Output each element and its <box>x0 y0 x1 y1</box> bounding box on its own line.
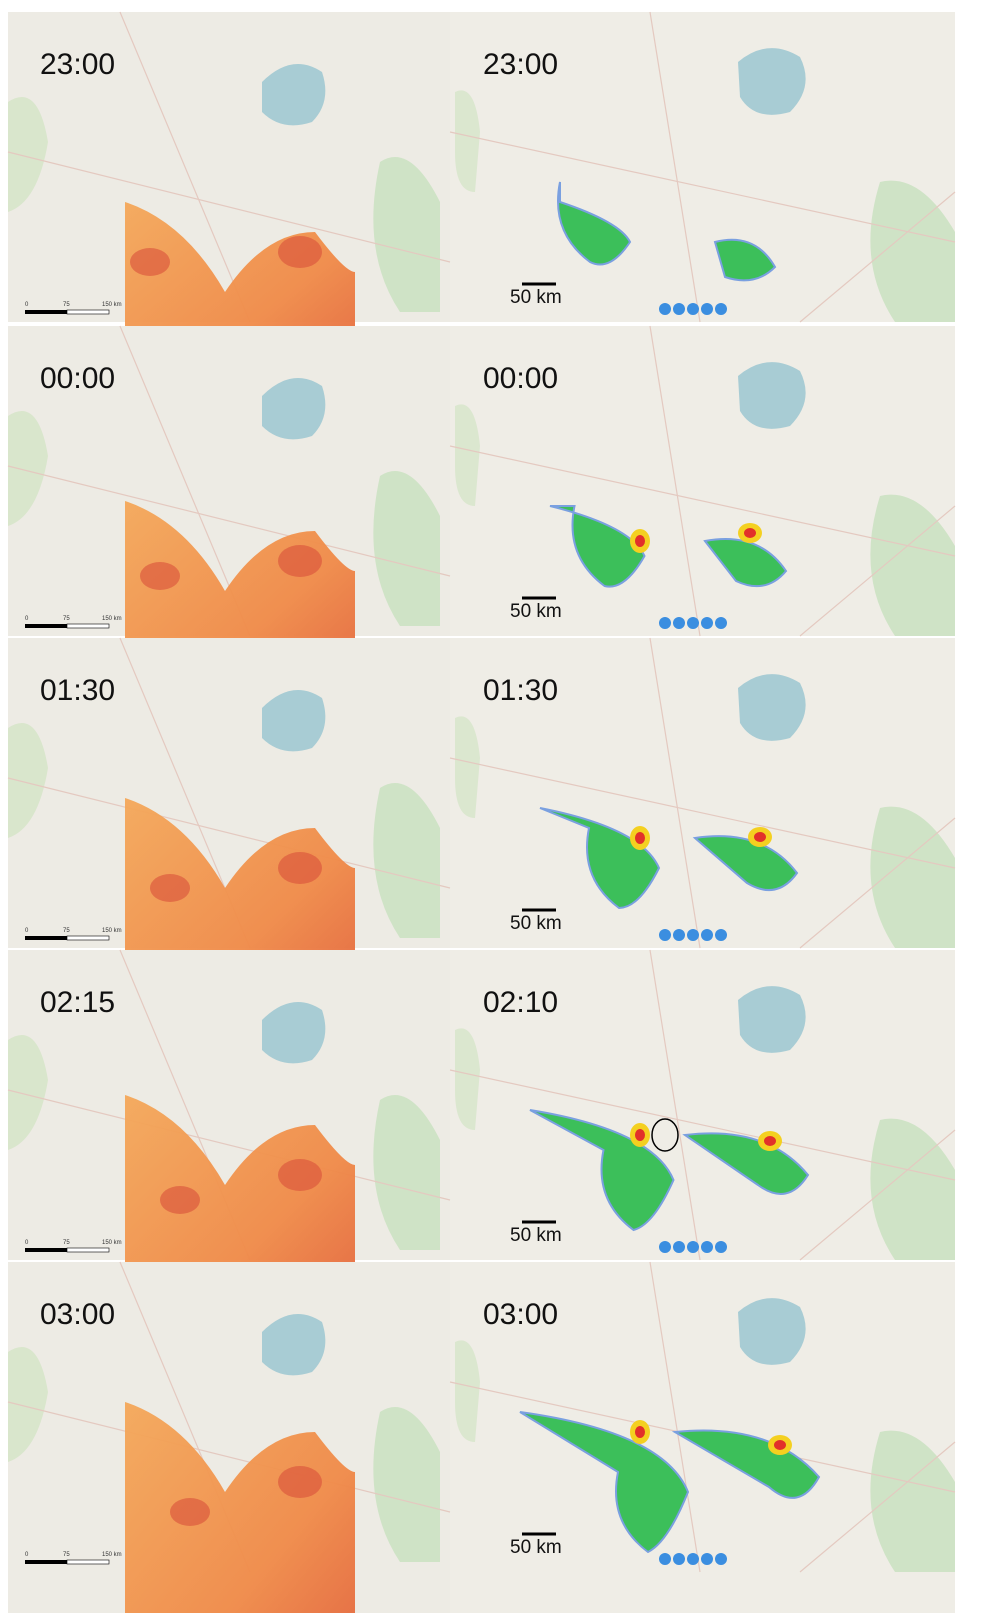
lake <box>738 362 806 429</box>
lake <box>738 1298 806 1365</box>
lake <box>738 986 806 1053</box>
cold-core <box>278 852 322 884</box>
storm-cell <box>754 832 766 842</box>
playback-button <box>673 929 685 941</box>
scale-bar <box>67 936 109 940</box>
playback-button <box>673 1553 685 1565</box>
scale-bar <box>67 1560 109 1564</box>
scale-bar <box>25 624 67 628</box>
storm-cell <box>635 1426 645 1438</box>
distance-label: 50 km <box>510 913 562 934</box>
scale-label: 150 km <box>102 616 122 622</box>
playback-button <box>687 303 699 315</box>
cold-core <box>160 1186 200 1214</box>
playback-button <box>715 1241 727 1253</box>
scale-label: 75 <box>63 616 70 622</box>
cold-core <box>130 248 170 276</box>
playback-button <box>715 1553 727 1565</box>
playback-button <box>701 1553 713 1565</box>
scale-label: 75 <box>63 1552 70 1558</box>
scale-label: 150 km <box>102 1240 122 1246</box>
playback-button <box>701 1241 713 1253</box>
time-right: 23:00 <box>483 48 558 81</box>
playback-button <box>687 929 699 941</box>
scale-bar <box>67 624 109 628</box>
distance-label: 50 km <box>510 601 562 622</box>
time-left: 03:00 <box>40 1298 115 1331</box>
scale-bar <box>67 1248 109 1252</box>
cold-core <box>278 236 322 268</box>
cold-core <box>278 545 322 577</box>
lake <box>738 48 806 115</box>
playback-button <box>673 1241 685 1253</box>
playback-button <box>687 1553 699 1565</box>
scale-bar <box>25 310 67 314</box>
scale-label: 75 <box>63 302 70 308</box>
playback-button <box>687 617 699 629</box>
storm-cell <box>774 1440 786 1450</box>
playback-button <box>659 1241 671 1253</box>
playback-button <box>701 303 713 315</box>
storm-cell <box>764 1136 776 1146</box>
cold-core <box>140 562 180 590</box>
distance-label: 50 km <box>510 1537 562 1558</box>
playback-button <box>673 617 685 629</box>
cold-core <box>150 874 190 902</box>
storm-cell <box>744 528 756 538</box>
playback-button <box>701 929 713 941</box>
scale-bar <box>25 1560 67 1564</box>
time-right: 02:10 <box>483 986 558 1019</box>
scale-label: 150 km <box>102 302 122 308</box>
scale-label: 150 km <box>102 1552 122 1558</box>
scale-bar <box>25 1248 67 1252</box>
time-left: 02:15 <box>40 986 115 1019</box>
distance-label: 50 km <box>510 287 562 308</box>
time-left: 00:00 <box>40 362 115 395</box>
time-right: 01:30 <box>483 674 558 707</box>
scale-label: 150 km <box>102 928 122 934</box>
cold-core <box>170 1498 210 1526</box>
playback-button <box>659 303 671 315</box>
scale-label: 75 <box>63 1240 70 1246</box>
storm-cell <box>635 535 645 547</box>
playback-button <box>701 617 713 629</box>
cold-core <box>278 1159 322 1191</box>
time-left: 01:30 <box>40 674 115 707</box>
playback-button <box>659 617 671 629</box>
time-left: 23:00 <box>40 48 115 81</box>
storm-cell <box>635 1129 645 1141</box>
playback-button <box>687 1241 699 1253</box>
scale-bar <box>25 936 67 940</box>
playback-button <box>659 929 671 941</box>
playback-button <box>715 929 727 941</box>
time-right: 00:00 <box>483 362 558 395</box>
storm-cell <box>635 832 645 844</box>
figure: 23:0023:0050 km075150 km00:0000:0050 km0… <box>0 0 982 1613</box>
playback-button <box>715 617 727 629</box>
scale-bar <box>67 310 109 314</box>
time-right: 03:00 <box>483 1298 558 1331</box>
playback-button <box>673 303 685 315</box>
cold-core <box>278 1466 322 1498</box>
scale-label: 75 <box>63 928 70 934</box>
playback-button <box>715 303 727 315</box>
lake <box>738 674 806 741</box>
playback-button <box>659 1553 671 1565</box>
distance-label: 50 km <box>510 1225 562 1246</box>
